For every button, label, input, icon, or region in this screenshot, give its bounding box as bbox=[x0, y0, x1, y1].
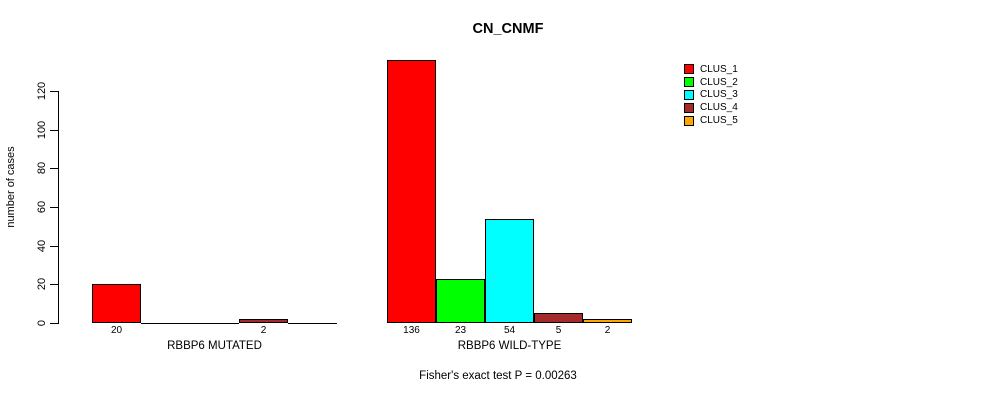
y-axis-tick-label: 100 bbox=[36, 120, 48, 139]
legend-swatch-icon bbox=[684, 102, 694, 113]
bar-value-label: 5 bbox=[555, 325, 562, 336]
legend-item-clus_3: CLUS_3 bbox=[684, 89, 738, 102]
legend-item-clus_2: CLUS_2 bbox=[684, 76, 738, 89]
bar-clus_5-zero bbox=[288, 323, 337, 324]
legend-item-clus_5: CLUS_5 bbox=[684, 114, 738, 127]
y-axis-tick bbox=[50, 129, 58, 131]
bar-clus_4 bbox=[239, 319, 288, 323]
y-axis-tick-label: 20 bbox=[36, 278, 48, 291]
legend-label: CLUS_1 bbox=[700, 63, 738, 75]
bar-value-label: 2 bbox=[604, 325, 611, 336]
bar-value-label: 54 bbox=[503, 325, 516, 336]
bar-clus_1 bbox=[387, 60, 436, 323]
y-axis-tick bbox=[50, 284, 58, 286]
legend-item-clus_1: CLUS_1 bbox=[684, 63, 738, 76]
y-axis-tick bbox=[50, 168, 58, 170]
chart-title: CN_CNMF bbox=[472, 21, 544, 37]
y-axis-tick-label: 60 bbox=[36, 200, 48, 214]
bar-clus_2-zero bbox=[141, 323, 190, 324]
bar-value-label: 136 bbox=[403, 325, 420, 336]
y-axis-tick bbox=[50, 323, 58, 324]
legend-item-clus_4: CLUS_4 bbox=[684, 101, 738, 114]
y-axis-line bbox=[58, 91, 59, 324]
bar-clus_2 bbox=[436, 279, 485, 323]
bar-value-label: 23 bbox=[454, 325, 467, 336]
legend-label: CLUS_3 bbox=[700, 89, 738, 101]
y-axis-tick-label: 120 bbox=[36, 81, 48, 101]
y-axis-tick-label: 40 bbox=[36, 239, 48, 252]
y-axis-tick bbox=[50, 245, 58, 247]
y-axis-tick bbox=[50, 91, 58, 92]
legend: CLUS_1 CLUS_2 CLUS_3 CLUS_4 CLUS_5 bbox=[684, 63, 738, 127]
group-label: RBBP6 WILD-TYPE bbox=[457, 340, 562, 352]
bar-value-label: 20 bbox=[110, 325, 123, 336]
legend-label: CLUS_2 bbox=[700, 76, 738, 88]
legend-label: CLUS_4 bbox=[700, 102, 738, 114]
bar-value-label: 2 bbox=[260, 325, 267, 336]
y-axis-tick-label: 0 bbox=[36, 319, 48, 327]
bar-clus_1 bbox=[92, 284, 141, 323]
y-axis-label: number of cases bbox=[5, 146, 17, 228]
y-axis-tick bbox=[50, 207, 58, 208]
bar-clus_3-zero bbox=[190, 323, 239, 324]
legend-label: CLUS_5 bbox=[700, 115, 738, 127]
legend-swatch-icon bbox=[684, 115, 694, 126]
group-label: RBBP6 MUTATED bbox=[167, 340, 262, 352]
bar-clus_3 bbox=[485, 219, 534, 323]
legend-swatch-icon bbox=[684, 64, 694, 75]
legend-swatch-icon bbox=[684, 89, 694, 100]
legend-swatch-icon bbox=[684, 77, 694, 88]
bar-clus_5 bbox=[583, 319, 632, 323]
bar-clus_4 bbox=[534, 313, 583, 323]
chart-footer: Fisher's exact test P = 0.00263 bbox=[419, 370, 577, 382]
y-axis-tick-label: 80 bbox=[36, 162, 48, 175]
